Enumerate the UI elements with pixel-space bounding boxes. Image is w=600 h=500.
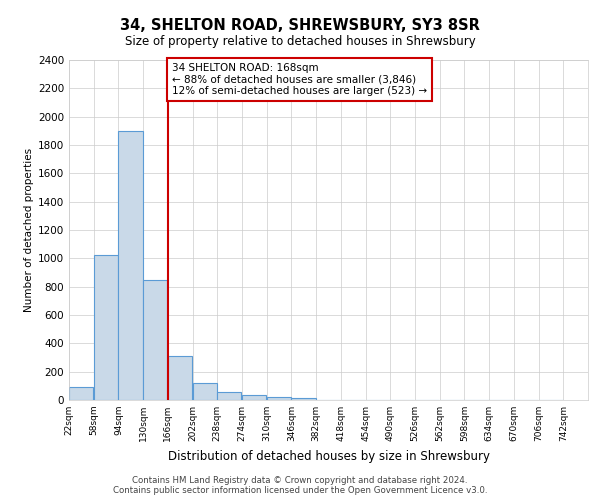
Bar bbox=[69, 387, 93, 400]
Text: Contains HM Land Registry data © Crown copyright and database right 2024.: Contains HM Land Registry data © Crown c… bbox=[132, 476, 468, 485]
Text: Contains public sector information licensed under the Open Government Licence v3: Contains public sector information licen… bbox=[113, 486, 487, 495]
Text: 34, SHELTON ROAD, SHREWSBURY, SY3 8SR: 34, SHELTON ROAD, SHREWSBURY, SY3 8SR bbox=[120, 18, 480, 32]
Y-axis label: Number of detached properties: Number of detached properties bbox=[24, 148, 34, 312]
Bar bbox=[292, 398, 316, 400]
Text: 34 SHELTON ROAD: 168sqm
← 88% of detached houses are smaller (3,846)
12% of semi: 34 SHELTON ROAD: 168sqm ← 88% of detache… bbox=[172, 63, 427, 96]
X-axis label: Distribution of detached houses by size in Shrewsbury: Distribution of detached houses by size … bbox=[167, 450, 490, 462]
Bar bbox=[168, 356, 192, 400]
Bar bbox=[118, 131, 143, 400]
Text: Size of property relative to detached houses in Shrewsbury: Size of property relative to detached ho… bbox=[125, 35, 475, 48]
Bar bbox=[267, 397, 291, 400]
Bar bbox=[143, 280, 167, 400]
Bar bbox=[217, 392, 241, 400]
Bar bbox=[94, 256, 118, 400]
Bar bbox=[242, 394, 266, 400]
Bar bbox=[193, 383, 217, 400]
